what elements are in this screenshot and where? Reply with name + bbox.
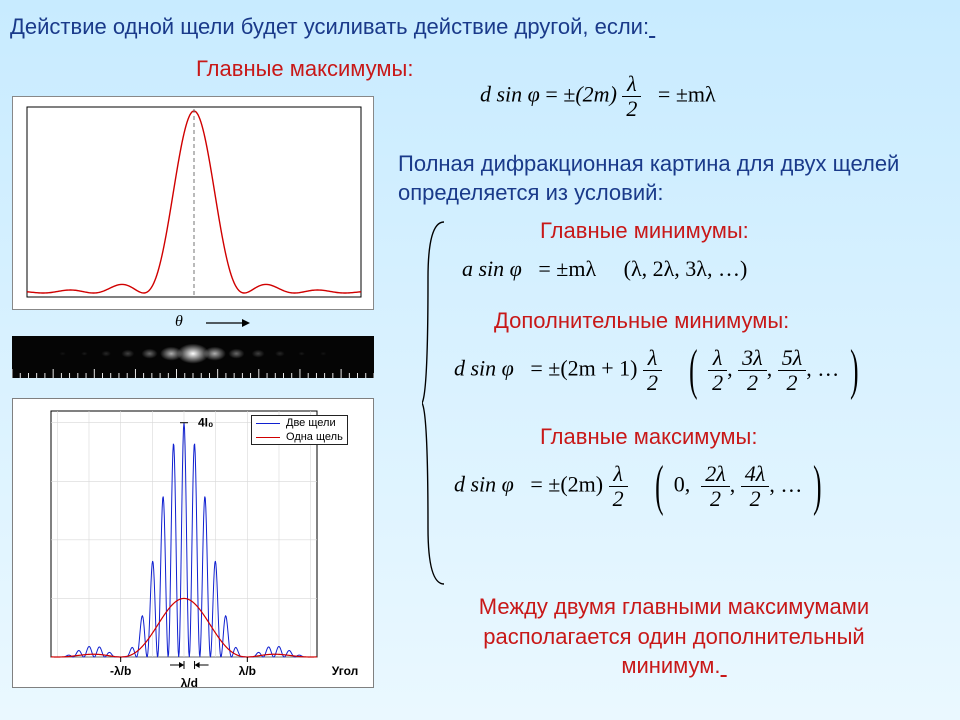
eq1-den: 2 <box>622 97 641 121</box>
svg-text:λ/d: λ/d <box>181 676 198 689</box>
diffraction-photo <box>12 336 374 378</box>
curly-brace <box>422 218 450 588</box>
equation-main-minima: a sin φ = ±mλ (λ, 2λ, 3λ, …) <box>462 256 747 282</box>
eqadd-num: λ <box>643 346 662 371</box>
eqmin-rhs: = ±mλ <box>538 256 596 281</box>
single-slit-chart <box>12 96 374 310</box>
cond-intro-text: Полная дифракционная картина для двух ще… <box>398 151 899 205</box>
conditions-intro: Полная дифракционная картина для двух ще… <box>398 150 946 207</box>
eqmax2-lhs: d sin φ <box>454 472 514 497</box>
footer-line1: Между двумя главными максимумами <box>398 592 950 622</box>
footer-line3: минимум. <box>621 653 720 678</box>
heading-main-maxima: Главные максимумы: <box>196 56 413 82</box>
legend-two: Две щели <box>286 417 336 429</box>
eqadd-den: 2 <box>643 371 662 395</box>
eq1-num: λ <box>622 72 641 97</box>
theta-arrow <box>206 316 250 330</box>
footer-note: Между двумя главными максимумами распола… <box>398 592 950 681</box>
svg-text:-λ/b: -λ/b <box>110 664 131 678</box>
eqadd-rhs: = ±(2m + 1) <box>530 356 637 381</box>
eq1-rhs1: ±(2m) <box>563 82 617 107</box>
two-slit-chart: -λ/b λ/b Угол 4I₀ λ/d Две щели Одна щель <box>12 398 374 688</box>
svg-text:4I₀: 4I₀ <box>198 416 213 430</box>
page-title: Действие одной щели будет усиливать дейс… <box>10 14 655 40</box>
chart1-axis-label: θ <box>175 313 183 331</box>
equation-main-maxima-2: d sin φ = ±(2m) λ2 ( 0, 2λ2, 4λ2, … ) <box>454 462 826 511</box>
heading-main-minima: Главные минимумы: <box>540 218 749 244</box>
svg-text:Угол: Угол <box>332 664 359 678</box>
heading-additional-minima: Дополнительные минимумы: <box>494 308 789 334</box>
equation-additional-minima: d sin φ = ±(2m + 1) λ2 ( λ2, 3λ2, 5λ2, …… <box>454 346 863 395</box>
eqadd-lhs: d sin φ <box>454 356 514 381</box>
eqmax2-rhs: = ±(2m) <box>530 472 603 497</box>
eqmax2-num: λ <box>609 462 628 487</box>
eqmin-list: (λ, 2λ, 3λ, …) <box>624 256 748 281</box>
eqmax2-den: 2 <box>609 487 628 511</box>
chart2-legend: Две щели Одна щель <box>251 415 348 445</box>
heading-main-maxima-2: Главные максимумы: <box>540 424 757 450</box>
equation-main-maxima: d sin φ = ±(2m) λ2 = ±mλ <box>480 72 716 121</box>
eqmax2-first: 0, <box>674 472 691 497</box>
eq1-rhs2: = ±mλ <box>658 82 716 107</box>
legend-one: Одна щель <box>286 431 343 443</box>
svg-text:λ/b: λ/b <box>239 664 256 678</box>
eq1-lhs: d sin φ <box>480 82 540 107</box>
eqmin-lhs: a sin φ <box>462 256 522 281</box>
title-text: Действие одной щели будет усиливать дейс… <box>10 14 649 39</box>
footer-line2: располагается один дополнительный <box>398 622 950 652</box>
